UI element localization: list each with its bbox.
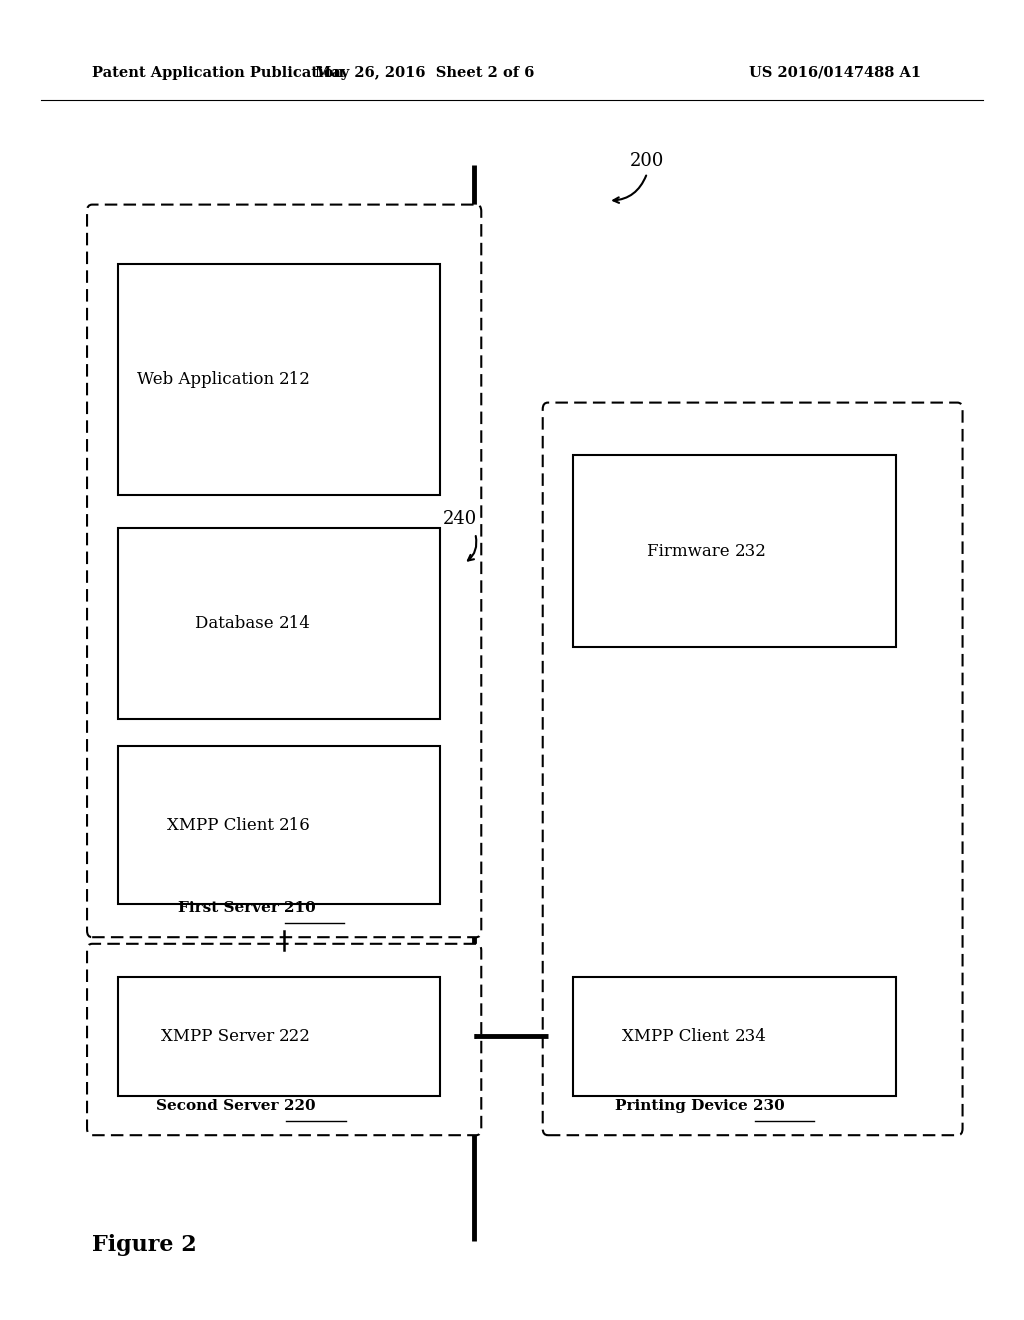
Text: XMPP Client: XMPP Client <box>167 817 279 833</box>
Text: 240: 240 <box>442 510 476 528</box>
Bar <box>118 264 440 495</box>
Bar <box>118 528 440 719</box>
Text: 214: 214 <box>279 615 311 632</box>
Text: 220: 220 <box>284 1098 315 1113</box>
Text: Database: Database <box>196 615 279 632</box>
Text: 222: 222 <box>279 1028 311 1044</box>
Text: Printing Device: Printing Device <box>614 1098 753 1113</box>
FancyBboxPatch shape <box>87 944 481 1135</box>
Text: XMPP Server: XMPP Server <box>161 1028 279 1044</box>
Text: 230: 230 <box>753 1098 784 1113</box>
Bar <box>118 977 440 1096</box>
Text: Firmware: Firmware <box>647 543 735 560</box>
Text: 210: 210 <box>284 900 316 915</box>
Bar <box>573 977 896 1096</box>
Text: 212: 212 <box>279 371 311 388</box>
Text: May 26, 2016  Sheet 2 of 6: May 26, 2016 Sheet 2 of 6 <box>315 66 535 79</box>
Bar <box>118 746 440 904</box>
Text: First Server: First Server <box>178 900 284 915</box>
Text: Web Application: Web Application <box>136 371 279 388</box>
Text: Patent Application Publication: Patent Application Publication <box>92 66 344 79</box>
Text: 216: 216 <box>279 817 311 833</box>
Text: 232: 232 <box>735 543 767 560</box>
Text: XMPP Client: XMPP Client <box>623 1028 735 1044</box>
FancyBboxPatch shape <box>87 205 481 937</box>
Bar <box>573 455 896 647</box>
Text: US 2016/0147488 A1: US 2016/0147488 A1 <box>750 66 922 79</box>
Text: 234: 234 <box>735 1028 767 1044</box>
Text: Second Server: Second Server <box>157 1098 284 1113</box>
Text: Figure 2: Figure 2 <box>92 1234 197 1255</box>
FancyBboxPatch shape <box>543 403 963 1135</box>
Text: 200: 200 <box>630 152 665 170</box>
